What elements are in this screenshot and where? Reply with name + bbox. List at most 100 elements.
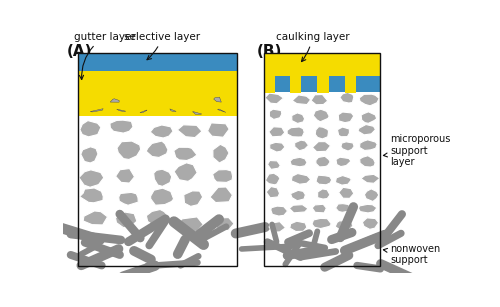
Polygon shape [118,192,139,205]
Polygon shape [361,112,376,123]
Polygon shape [117,141,140,159]
Polygon shape [292,95,310,105]
Bar [264,76,275,93]
Polygon shape [290,190,306,201]
Bar [264,92,380,233]
Polygon shape [174,147,197,161]
Text: gutter layer: gutter layer [74,32,136,80]
Text: caulking layer: caulking layer [276,32,349,62]
Polygon shape [315,127,328,139]
Polygon shape [80,188,104,203]
Polygon shape [292,113,304,123]
Bar [78,53,237,266]
Polygon shape [318,189,330,199]
Polygon shape [184,191,203,206]
Polygon shape [268,161,280,169]
Polygon shape [116,212,137,228]
Polygon shape [360,140,377,150]
Polygon shape [214,97,222,102]
Bar [290,76,300,93]
Polygon shape [110,120,133,133]
Polygon shape [338,187,354,198]
Bar [78,71,237,96]
Polygon shape [266,173,280,185]
Polygon shape [90,109,103,112]
Bar [264,92,380,233]
Polygon shape [316,156,330,167]
Text: nonwoven
support: nonwoven support [384,243,440,265]
Polygon shape [212,169,233,182]
Polygon shape [213,144,229,163]
Polygon shape [292,173,310,184]
Polygon shape [316,175,332,185]
Polygon shape [140,110,147,113]
Polygon shape [154,169,172,186]
Polygon shape [362,218,378,229]
Polygon shape [83,211,108,225]
Polygon shape [338,127,349,137]
Polygon shape [335,221,353,230]
Bar [264,233,380,266]
Polygon shape [312,204,326,213]
Polygon shape [81,147,98,163]
Polygon shape [178,125,202,138]
Bar [346,76,356,93]
Polygon shape [287,127,304,137]
Polygon shape [146,209,169,226]
Polygon shape [294,140,308,151]
Polygon shape [269,222,285,232]
Polygon shape [336,157,351,167]
Polygon shape [271,206,287,216]
Polygon shape [340,92,354,103]
Bar [78,96,237,116]
Polygon shape [192,111,202,115]
Polygon shape [150,125,173,138]
Polygon shape [116,169,134,183]
Polygon shape [358,125,376,135]
Bar [78,53,237,71]
Polygon shape [290,157,307,167]
Text: selective layer: selective layer [124,32,200,60]
Text: (A): (A) [66,44,92,59]
Polygon shape [270,109,282,119]
Polygon shape [312,142,330,152]
Polygon shape [361,174,380,183]
Polygon shape [336,204,350,212]
Polygon shape [360,156,375,167]
Polygon shape [178,217,203,232]
Polygon shape [314,109,329,122]
Polygon shape [208,123,229,137]
Polygon shape [290,205,308,213]
Bar [78,233,237,266]
Bar [78,116,237,233]
Polygon shape [359,94,379,106]
Bar [318,76,328,93]
Text: (B): (B) [256,44,281,59]
Polygon shape [218,109,226,112]
Polygon shape [338,112,354,123]
Polygon shape [270,142,285,152]
Bar [264,76,380,92]
Polygon shape [290,221,307,231]
Polygon shape [266,187,280,198]
Polygon shape [336,176,351,185]
Polygon shape [150,188,174,205]
Polygon shape [146,141,168,157]
Polygon shape [110,99,119,102]
Polygon shape [311,95,328,105]
Text: microporous
support
layer: microporous support layer [384,134,450,168]
Polygon shape [170,109,176,111]
Polygon shape [364,189,379,201]
Bar [78,116,237,233]
Polygon shape [214,218,234,231]
Polygon shape [358,204,377,213]
Polygon shape [80,121,101,137]
Polygon shape [312,218,332,228]
Bar [264,53,380,76]
Polygon shape [79,170,104,187]
Polygon shape [210,187,233,203]
Bar [264,53,380,266]
Polygon shape [174,163,197,181]
Polygon shape [116,109,126,111]
Polygon shape [265,93,283,104]
